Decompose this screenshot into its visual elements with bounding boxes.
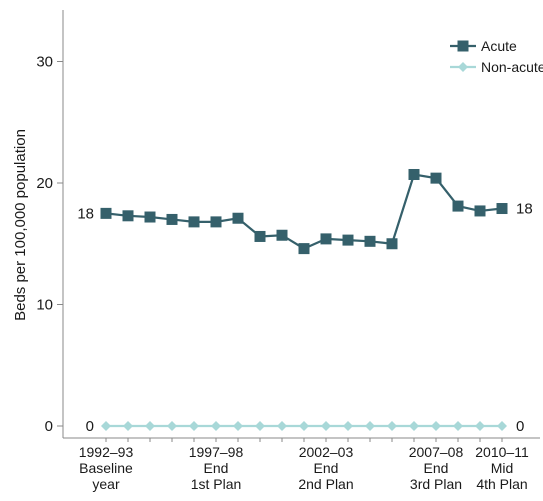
data-label: 0 bbox=[516, 418, 524, 435]
data-point bbox=[387, 421, 397, 431]
data-point bbox=[364, 235, 376, 247]
x-tick-label: 2007–08 bbox=[409, 444, 464, 460]
series-layer bbox=[100, 168, 508, 431]
y-tick-label: 0 bbox=[45, 418, 53, 435]
x-tick-label: year bbox=[92, 476, 120, 492]
data-label: 18 bbox=[516, 201, 533, 218]
legend-marker bbox=[458, 62, 468, 72]
x-tick-label: Baseline bbox=[79, 460, 133, 476]
y-tick-label: 10 bbox=[36, 297, 53, 314]
data-point bbox=[299, 421, 309, 431]
x-tick-label: End bbox=[204, 460, 229, 476]
data-point bbox=[211, 421, 221, 431]
data-point bbox=[276, 229, 288, 241]
x-tick-label: 2002–03 bbox=[299, 444, 354, 460]
legend-label: Non-acute bbox=[481, 59, 543, 75]
data-point bbox=[365, 421, 375, 431]
data-point bbox=[189, 421, 199, 431]
data-point bbox=[233, 421, 243, 431]
axes: 0 10 20 30 Beds per 100,000 population 1992–9… bbox=[12, 10, 540, 492]
data-point bbox=[210, 216, 222, 228]
data-point bbox=[144, 211, 156, 223]
data-point bbox=[408, 168, 420, 180]
data-point bbox=[145, 421, 155, 431]
data-point bbox=[453, 421, 463, 431]
x-tick-label: 2nd Plan bbox=[298, 476, 353, 492]
legend: Acute Non-acute bbox=[450, 38, 543, 75]
data-point bbox=[386, 238, 398, 250]
data-point bbox=[123, 421, 133, 431]
data-point bbox=[100, 207, 112, 219]
data-point bbox=[188, 216, 200, 228]
data-point bbox=[254, 230, 266, 242]
data-point bbox=[255, 421, 265, 431]
data-point bbox=[431, 421, 441, 431]
legend-label: Acute bbox=[481, 38, 517, 54]
data-point bbox=[343, 421, 353, 431]
x-tick-label: Mid bbox=[491, 460, 514, 476]
labels-layer: 18 18 0 0 bbox=[77, 201, 532, 435]
data-point bbox=[321, 421, 331, 431]
data-point bbox=[167, 421, 177, 431]
data-point bbox=[430, 172, 442, 184]
data-point bbox=[277, 421, 287, 431]
x-tick-label: End bbox=[314, 460, 339, 476]
y-tick-label: 30 bbox=[36, 54, 53, 71]
data-label: 18 bbox=[77, 205, 94, 222]
data-point bbox=[166, 213, 178, 225]
data-point bbox=[475, 421, 485, 431]
y-axis-title: Beds per 100,000 population bbox=[12, 129, 29, 321]
data-point bbox=[320, 233, 332, 245]
x-tick-label: 3rd Plan bbox=[410, 476, 462, 492]
data-point bbox=[452, 200, 464, 212]
x-tick-label: 1997–98 bbox=[189, 444, 244, 460]
x-tick-label: 1st Plan bbox=[191, 476, 242, 492]
series-line-acute bbox=[105, 173, 503, 250]
data-point bbox=[342, 234, 354, 246]
data-point bbox=[298, 243, 310, 255]
x-tick-label: 2010–11 bbox=[475, 444, 529, 460]
x-tick-label: 1992–93 bbox=[79, 444, 134, 460]
data-point bbox=[409, 421, 419, 431]
x-tick-label: 4th Plan bbox=[476, 476, 527, 492]
data-point bbox=[232, 212, 244, 224]
y-tick-label: 20 bbox=[36, 175, 53, 192]
data-point bbox=[122, 210, 134, 222]
legend-marker bbox=[457, 40, 469, 52]
data-point bbox=[496, 203, 508, 215]
x-tick-label: End bbox=[424, 460, 449, 476]
data-point bbox=[497, 421, 507, 431]
data-point bbox=[474, 205, 486, 217]
data-point bbox=[101, 421, 111, 431]
data-label: 0 bbox=[86, 418, 94, 435]
